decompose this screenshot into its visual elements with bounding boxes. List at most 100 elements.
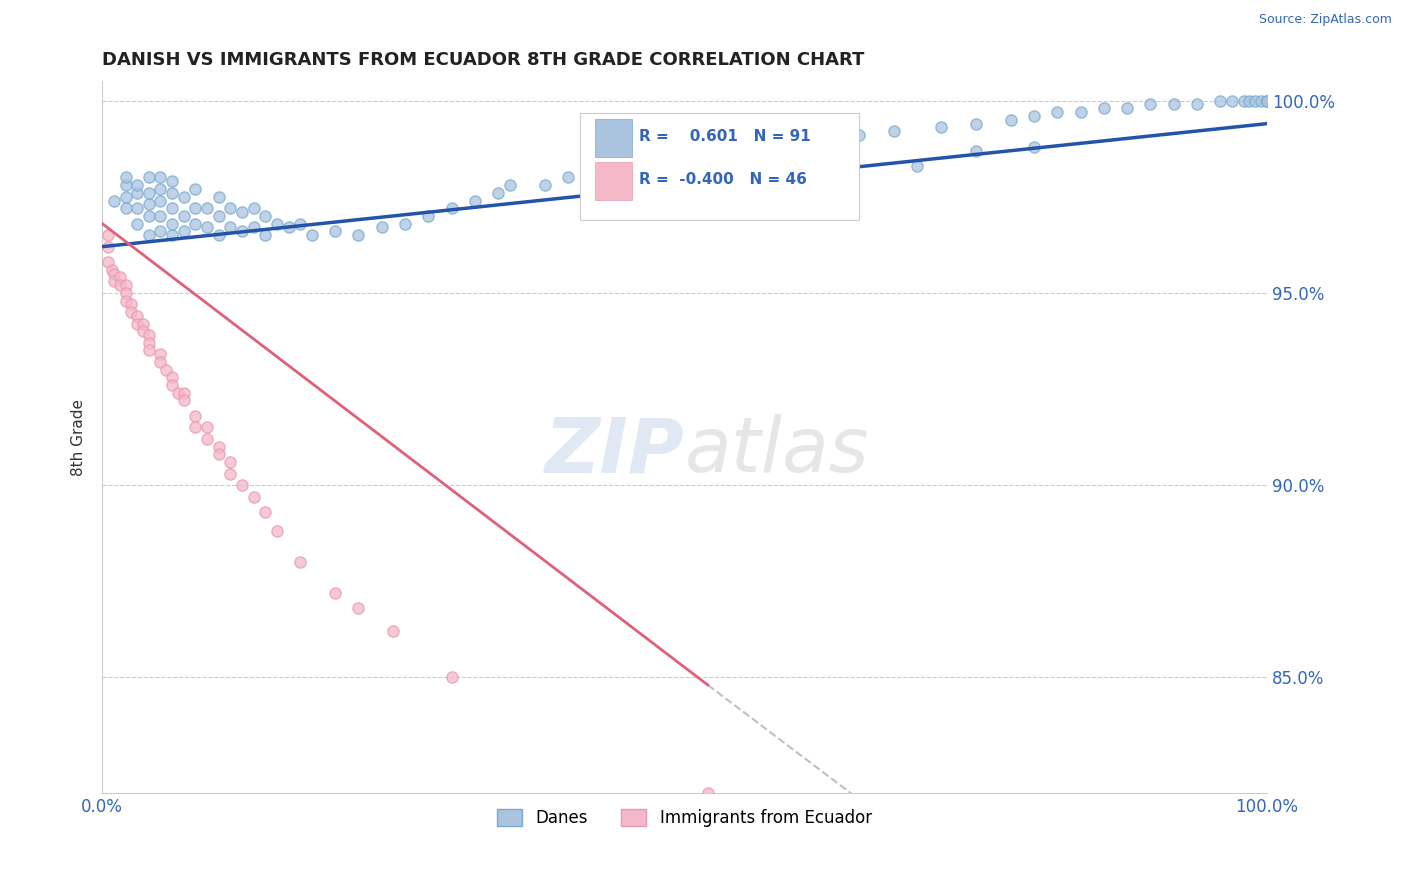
Point bbox=[100, 262, 122, 277]
Point bbox=[614, 155, 637, 169]
Point bbox=[184, 201, 207, 215]
Point bbox=[149, 224, 172, 238]
Point bbox=[127, 201, 149, 215]
Point bbox=[160, 174, 183, 188]
Point bbox=[242, 490, 264, 504]
Text: atlas: atlas bbox=[685, 414, 869, 488]
Point bbox=[1256, 94, 1278, 108]
Point bbox=[149, 194, 172, 208]
Point bbox=[848, 128, 870, 143]
Point bbox=[1256, 94, 1278, 108]
Text: R =    0.601   N = 91: R = 0.601 N = 91 bbox=[640, 129, 811, 145]
Point bbox=[581, 162, 603, 177]
Point bbox=[120, 305, 142, 319]
Point bbox=[1116, 101, 1139, 115]
Point bbox=[907, 159, 929, 173]
Point bbox=[108, 270, 131, 285]
Text: ZIP: ZIP bbox=[544, 414, 685, 488]
Point bbox=[1239, 94, 1261, 108]
Point bbox=[132, 317, 155, 331]
Point bbox=[323, 224, 346, 238]
Point bbox=[347, 228, 370, 243]
Point bbox=[208, 228, 231, 243]
FancyBboxPatch shape bbox=[595, 161, 633, 200]
Point bbox=[184, 182, 207, 196]
Point bbox=[184, 217, 207, 231]
Point bbox=[149, 347, 172, 361]
Point bbox=[266, 217, 288, 231]
Point bbox=[120, 297, 142, 311]
Point bbox=[219, 467, 242, 481]
Point bbox=[138, 209, 160, 223]
Point bbox=[418, 209, 440, 223]
Point bbox=[160, 228, 183, 243]
Point bbox=[155, 362, 177, 376]
Point bbox=[103, 274, 125, 288]
Point bbox=[1209, 94, 1232, 108]
Point bbox=[138, 343, 160, 358]
Point bbox=[108, 278, 131, 293]
Point bbox=[1220, 94, 1243, 108]
Point bbox=[650, 147, 672, 161]
Text: Source: ZipAtlas.com: Source: ZipAtlas.com bbox=[1258, 13, 1392, 27]
Point bbox=[138, 335, 160, 350]
Point bbox=[132, 324, 155, 338]
Point bbox=[254, 209, 277, 223]
Point bbox=[266, 524, 288, 539]
Point bbox=[290, 555, 312, 569]
Point bbox=[149, 209, 172, 223]
Point bbox=[1244, 94, 1267, 108]
Point bbox=[127, 317, 149, 331]
Point bbox=[766, 136, 789, 150]
Point bbox=[1185, 97, 1208, 112]
Point bbox=[394, 217, 416, 231]
Point bbox=[138, 186, 160, 200]
Point bbox=[114, 278, 136, 293]
Point bbox=[371, 220, 394, 235]
Point bbox=[301, 228, 323, 243]
FancyBboxPatch shape bbox=[579, 113, 859, 220]
Point bbox=[208, 209, 231, 223]
Point bbox=[138, 197, 160, 211]
Point bbox=[208, 440, 231, 454]
Point bbox=[184, 420, 207, 434]
Point bbox=[149, 170, 172, 185]
Point bbox=[173, 190, 195, 204]
Point bbox=[173, 393, 195, 408]
Point bbox=[323, 585, 346, 599]
Point bbox=[1000, 112, 1022, 127]
Point bbox=[127, 186, 149, 200]
Point bbox=[242, 220, 264, 235]
Point bbox=[114, 178, 136, 193]
Point bbox=[160, 186, 183, 200]
Point bbox=[138, 228, 160, 243]
Point bbox=[114, 293, 136, 308]
Point bbox=[557, 170, 579, 185]
Point bbox=[499, 178, 522, 193]
Point bbox=[533, 178, 555, 193]
Point bbox=[219, 455, 242, 469]
Point bbox=[731, 139, 754, 153]
Point bbox=[347, 601, 370, 615]
Point bbox=[114, 285, 136, 300]
Point bbox=[883, 124, 905, 138]
Point bbox=[97, 228, 120, 243]
Point bbox=[173, 224, 195, 238]
Point bbox=[1022, 139, 1045, 153]
Point bbox=[97, 240, 120, 254]
Point bbox=[929, 120, 952, 135]
Point bbox=[965, 117, 987, 131]
Point bbox=[114, 170, 136, 185]
Text: R =  -0.400   N = 46: R = -0.400 N = 46 bbox=[640, 172, 807, 187]
Point bbox=[1070, 105, 1092, 120]
Point bbox=[167, 385, 190, 400]
Text: DANISH VS IMMIGRANTS FROM ECUADOR 8TH GRADE CORRELATION CHART: DANISH VS IMMIGRANTS FROM ECUADOR 8TH GR… bbox=[103, 51, 865, 69]
Point bbox=[195, 432, 218, 446]
Point bbox=[208, 190, 231, 204]
Y-axis label: 8th Grade: 8th Grade bbox=[72, 399, 86, 475]
Point bbox=[382, 624, 405, 639]
Point bbox=[486, 186, 509, 200]
Point bbox=[195, 420, 218, 434]
Point bbox=[114, 190, 136, 204]
Point bbox=[149, 355, 172, 369]
